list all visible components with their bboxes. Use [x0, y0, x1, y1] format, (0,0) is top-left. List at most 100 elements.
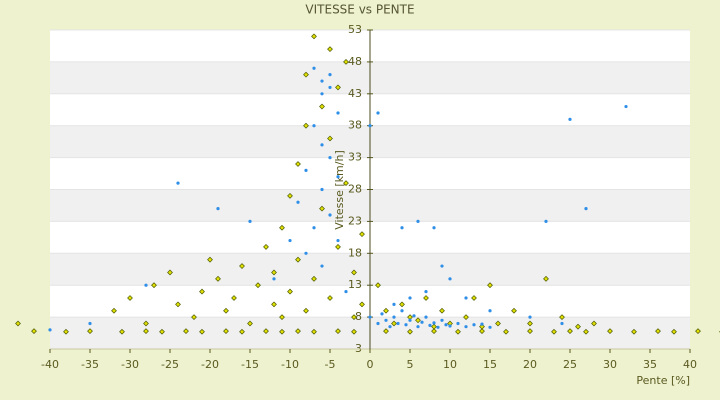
point	[432, 321, 436, 325]
point	[448, 324, 452, 328]
point	[351, 328, 357, 335]
point	[320, 187, 324, 192]
point	[399, 301, 405, 308]
point	[279, 224, 285, 231]
point	[695, 328, 701, 335]
point	[575, 323, 581, 330]
point	[392, 302, 396, 306]
point	[312, 66, 316, 70]
point	[328, 85, 332, 90]
point	[655, 328, 661, 335]
point	[428, 323, 432, 327]
point	[87, 328, 93, 335]
point	[408, 318, 412, 322]
point	[175, 301, 181, 308]
x-tick-label: 40	[683, 358, 697, 371]
x-tick-label: -20	[201, 358, 219, 371]
point	[319, 205, 325, 212]
point	[320, 143, 324, 147]
point	[336, 175, 340, 179]
y-tick-label: 23	[348, 214, 362, 227]
point	[568, 117, 572, 121]
point	[487, 282, 493, 289]
point	[335, 84, 341, 91]
point	[359, 231, 365, 238]
x-tick-label: 0	[367, 358, 374, 371]
point	[396, 321, 400, 326]
point	[463, 314, 469, 320]
point	[439, 307, 445, 314]
point	[383, 328, 389, 335]
point	[239, 328, 245, 335]
point	[223, 328, 229, 335]
point	[263, 244, 269, 250]
point	[215, 275, 221, 282]
point	[111, 307, 117, 314]
point	[455, 328, 461, 335]
point	[216, 207, 220, 211]
point	[440, 264, 444, 268]
point	[420, 320, 424, 324]
point	[479, 328, 485, 335]
point	[247, 320, 253, 327]
x-tick-label: -35	[81, 358, 99, 371]
point	[336, 238, 340, 243]
x-tick-label: 30	[603, 358, 617, 371]
point	[448, 277, 452, 281]
x-tick-label: -25	[161, 358, 179, 371]
point	[488, 309, 492, 313]
point	[388, 325, 392, 329]
point	[511, 307, 517, 314]
point	[288, 238, 292, 243]
point	[479, 323, 485, 330]
point	[407, 328, 413, 335]
point	[287, 288, 293, 295]
point	[351, 314, 357, 320]
point	[584, 207, 588, 211]
point	[400, 226, 404, 230]
point	[144, 283, 148, 287]
point	[343, 180, 349, 187]
point	[440, 318, 444, 322]
point	[335, 244, 341, 250]
point	[255, 282, 261, 289]
point	[464, 325, 468, 329]
point	[304, 168, 308, 172]
y-tick-label: 33	[348, 151, 362, 164]
point	[295, 161, 301, 167]
point	[312, 226, 316, 230]
point	[495, 320, 501, 327]
point	[336, 111, 340, 115]
point	[176, 181, 180, 185]
point	[607, 328, 613, 335]
point	[544, 219, 548, 223]
point	[423, 295, 429, 301]
x-tick-label: 10	[443, 358, 457, 371]
point	[271, 301, 277, 308]
point	[48, 328, 52, 332]
point	[424, 289, 428, 294]
point	[303, 307, 309, 314]
point	[207, 256, 213, 263]
point	[583, 328, 589, 335]
point	[560, 321, 564, 326]
point	[375, 282, 381, 289]
point	[631, 328, 637, 335]
point	[359, 301, 365, 308]
x-tick-label: -15	[241, 358, 259, 371]
point	[380, 312, 384, 316]
point	[287, 192, 293, 199]
point	[412, 314, 416, 318]
point	[551, 328, 557, 335]
point	[199, 288, 205, 295]
point	[404, 323, 408, 327]
y-tick-label: 53	[348, 23, 362, 36]
point	[311, 275, 317, 282]
x-tick-label: 25	[563, 358, 577, 371]
point	[63, 328, 69, 335]
point	[248, 219, 252, 223]
point	[408, 296, 412, 300]
point	[320, 79, 324, 83]
point	[503, 328, 509, 335]
